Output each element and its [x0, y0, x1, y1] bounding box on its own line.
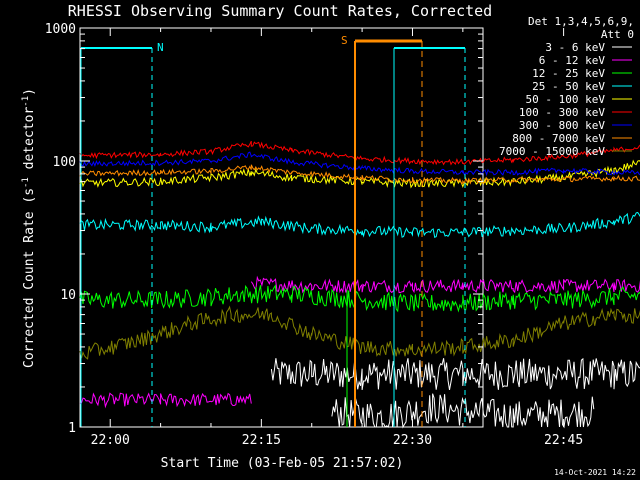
legend-entry: 12 - 25 keV: [532, 67, 632, 80]
series-line-segment: [79, 392, 252, 409]
y-label-sup1: -1: [21, 177, 31, 188]
series-line-segment: [250, 275, 640, 294]
series-layer: [79, 140, 640, 429]
legend-entry: 3 - 6 keV: [545, 41, 632, 54]
series-7000-15000-kev: [79, 305, 640, 360]
series-line-segment: [270, 357, 640, 390]
series-line-segment: [79, 211, 640, 239]
x-tick-label: 22:00: [91, 433, 130, 448]
night-label-n: N: [157, 41, 164, 54]
legend-entry: 25 - 50 keV: [532, 80, 632, 93]
chart-title: RHESSI Observing Summary Count Rates, Co…: [68, 2, 492, 20]
legend-entry: 300 - 800 keV: [519, 119, 632, 132]
legend-label: 6 - 12 keV: [539, 54, 606, 67]
x-tick-label: 22:45: [544, 433, 583, 448]
legend-label: 300 - 800 keV: [519, 119, 605, 132]
series-line-segment: [79, 140, 640, 166]
x-tick-label: 22:15: [242, 433, 281, 448]
series-line-segment: [79, 159, 640, 189]
legend-label: 100 - 300 keV: [519, 106, 605, 119]
series-line-segment: [79, 284, 640, 313]
legend-header-line1: Det 1,3,4,5,6,9,: [528, 15, 634, 28]
legend-entry: 100 - 300 keV: [519, 106, 632, 119]
axes-layer: 22:0022:1522:3022:4523:0023:1523:3011010…: [45, 22, 583, 448]
legend-entry: 7000 - 15000 keV: [499, 145, 632, 158]
y-axis-label: Corrected Count Rate (s-1 detector-1): [21, 88, 37, 368]
series-line-segment: [79, 164, 640, 185]
legend-label: 800 - 7000 keV: [512, 132, 605, 145]
legend-label: 25 - 50 keV: [532, 80, 605, 93]
legend-label: 7000 - 15000 keV: [499, 145, 605, 158]
saa-label-s: S: [341, 34, 348, 47]
series-6-12-kev: [79, 275, 640, 409]
x-axis-label: Start Time (03-Feb-05 21:57:02): [161, 456, 404, 471]
y-tick-label: 1000: [45, 22, 76, 37]
series-300-800-kev: [79, 151, 640, 177]
legend-entry: 50 - 100 keV: [526, 93, 632, 106]
plot-frame: [79, 27, 484, 428]
legend-label: 3 - 6 keV: [545, 41, 605, 54]
series-50-100-kev: [79, 159, 640, 189]
x-tick-label: 22:30: [393, 433, 432, 448]
series-line-segment: [79, 151, 640, 177]
series-line-segment: [79, 305, 640, 360]
y-tick-label: 10: [60, 288, 76, 303]
series-12-25-kev: [79, 284, 640, 313]
y-label-mid: detector: [22, 107, 37, 178]
series-25-50-kev: [79, 211, 640, 239]
legend-label: 12 - 25 keV: [532, 67, 605, 80]
date-stamp: 14-Oct-2021 14:22: [554, 468, 636, 477]
y-tick-label: 100: [53, 155, 76, 170]
y-tick-label: 1: [68, 421, 76, 436]
series-line-segment: [331, 393, 595, 429]
y-label-sup2: -1: [21, 96, 31, 107]
svg-text:Corrected Count Rate (s-1 dete: Corrected Count Rate (s-1 detector-1): [21, 88, 37, 368]
legend-entry: 800 - 7000 keV: [512, 132, 632, 145]
legend-entry: 6 - 12 keV: [539, 54, 632, 67]
y-label-end: ): [22, 88, 37, 96]
series-100-300-kev: [79, 140, 640, 166]
series-800-7000-kev: [79, 164, 640, 185]
y-label-main: Corrected Count Rate (s: [22, 188, 37, 368]
series-3-6-kev: [270, 357, 640, 429]
legend-label: 50 - 100 keV: [526, 93, 606, 106]
legend-header-line2: Att 0: [601, 28, 634, 41]
